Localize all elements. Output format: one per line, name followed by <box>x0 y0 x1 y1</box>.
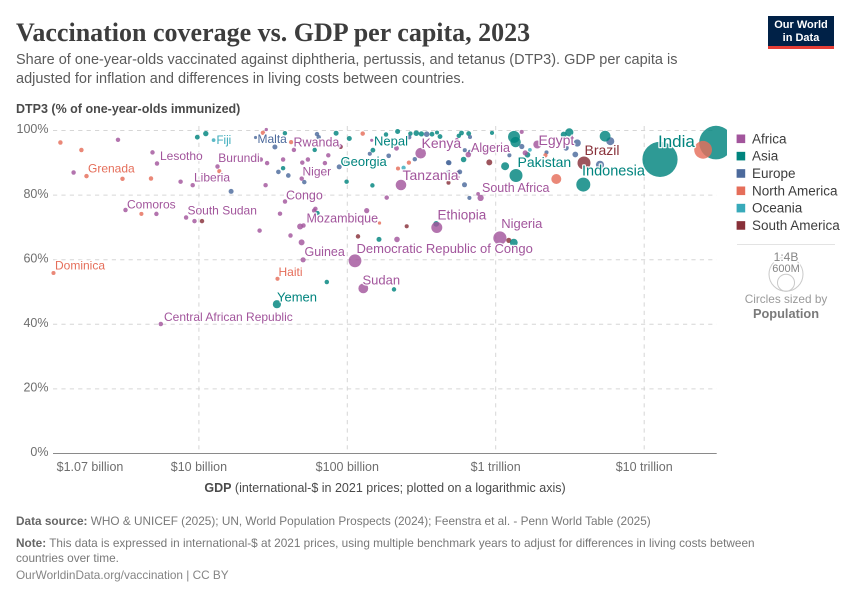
svg-text:Lesotho: Lesotho <box>160 149 203 163</box>
svg-text:$1 trillion: $1 trillion <box>471 460 521 474</box>
svg-text:Malta: Malta <box>258 132 288 146</box>
svg-text:North America: North America <box>752 183 838 198</box>
svg-text:Africa: Africa <box>752 131 787 146</box>
svg-text:100%: 100% <box>17 122 49 136</box>
svg-text:South Africa: South Africa <box>482 181 549 195</box>
svg-text:Fiji: Fiji <box>217 135 232 147</box>
svg-text:20%: 20% <box>23 381 48 395</box>
svg-text:South America: South America <box>752 218 840 233</box>
svg-text:Congo: Congo <box>286 189 323 203</box>
svg-text:Sudan: Sudan <box>363 273 401 288</box>
svg-text:Central African Republic: Central African Republic <box>164 310 293 324</box>
svg-text:Tanzania: Tanzania <box>403 167 459 183</box>
svg-text:Liberia: Liberia <box>194 171 230 185</box>
svg-text:Ethiopia: Ethiopia <box>438 208 487 223</box>
svg-text:Yemen: Yemen <box>277 290 317 305</box>
svg-text:Asia: Asia <box>752 149 779 164</box>
svg-text:Oceania: Oceania <box>752 201 803 216</box>
svg-text:Europe: Europe <box>752 166 796 181</box>
svg-text:Nigeria: Nigeria <box>501 216 543 231</box>
svg-text:Burundi: Burundi <box>218 151 259 165</box>
svg-text:Pakistan: Pakistan <box>518 154 572 170</box>
svg-text:Circles sized by: Circles sized by <box>745 292 828 306</box>
svg-text:Nepal: Nepal <box>374 134 408 149</box>
svg-text:Indonesia: Indonesia <box>582 164 646 180</box>
svg-text:$10 trillion: $10 trillion <box>616 460 673 474</box>
svg-text:$10 billion: $10 billion <box>171 460 227 474</box>
svg-text:Niger: Niger <box>303 165 332 179</box>
svg-text:Kenya: Kenya <box>422 135 462 151</box>
svg-text:South Sudan: South Sudan <box>188 204 257 218</box>
svg-text:$1.07 billion: $1.07 billion <box>57 460 124 474</box>
svg-text:40%: 40% <box>23 316 48 330</box>
svg-text:600M: 600M <box>772 263 800 275</box>
svg-text:Haiti: Haiti <box>279 265 303 279</box>
svg-text:$100 billion: $100 billion <box>316 460 379 474</box>
svg-text:Brazil: Brazil <box>585 142 620 158</box>
svg-text:Rwanda: Rwanda <box>294 136 340 150</box>
svg-text:Algeria: Algeria <box>471 141 510 155</box>
svg-text:60%: 60% <box>23 251 48 265</box>
svg-text:Guinea: Guinea <box>305 245 345 259</box>
svg-text:Comoros: Comoros <box>127 198 176 212</box>
svg-text:Mozambique: Mozambique <box>307 212 379 226</box>
svg-text:Grenada: Grenada <box>88 162 135 176</box>
svg-text:India: India <box>658 132 695 151</box>
svg-text:Population: Population <box>753 306 819 321</box>
svg-text:Dominica: Dominica <box>55 259 105 273</box>
svg-text:80%: 80% <box>23 187 48 201</box>
svg-text:Georgia: Georgia <box>341 154 388 169</box>
svg-text:0%: 0% <box>30 445 48 459</box>
svg-text:1:4B: 1:4B <box>774 250 799 264</box>
svg-text:Democratic Republic of Congo: Democratic Republic of Congo <box>357 241 533 256</box>
svg-text:Egypt: Egypt <box>539 132 575 148</box>
